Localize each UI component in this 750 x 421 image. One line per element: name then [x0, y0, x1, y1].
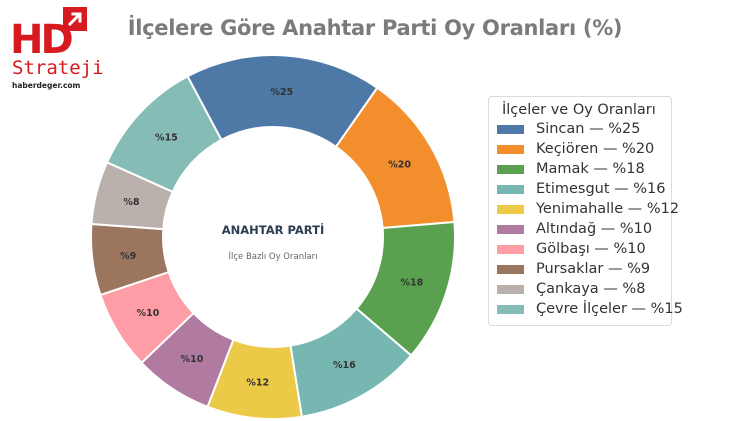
- logo-domain: haberdeger.com: [12, 81, 81, 90]
- legend-swatch: [497, 285, 524, 294]
- arrow-up-right-icon: [63, 7, 87, 31]
- legend: İlçeler ve Oy Oranları Sincan — %25 Keçiö…: [488, 96, 683, 326]
- legend-label: Çevre İlçeler — %15: [536, 301, 683, 317]
- legend-item: Altındağ — %10: [497, 219, 673, 239]
- legend-item: Çankaya — %8: [497, 279, 673, 299]
- legend-item: Mamak — %18: [497, 159, 673, 179]
- center-title: ANAHTAR PARTİ: [222, 222, 325, 237]
- legend-item: Sincan — %25: [497, 119, 673, 139]
- slice-label-1: %20: [388, 160, 411, 171]
- legend-label: Pursaklar — %9: [536, 261, 651, 277]
- legend-swatch: [497, 125, 524, 134]
- legend-item: Pursaklar — %9: [497, 259, 673, 279]
- chart-title: İlçelere Göre Anahtar Parti Oy Oranları …: [127, 16, 623, 40]
- legend-label: Mamak — %18: [536, 161, 645, 177]
- legend-item: Çevre İlçeler — %15: [497, 299, 683, 319]
- legend-swatch: [497, 205, 524, 214]
- legend-label: Yenimahalle — %12: [536, 201, 680, 217]
- legend-swatch: [497, 145, 524, 154]
- slice-label-8: %8: [123, 197, 140, 208]
- legend-item: Keçiören — %20: [497, 139, 673, 159]
- legend-label: Altındağ — %10: [536, 221, 653, 237]
- slice-label-9: %15: [155, 133, 178, 144]
- legend-label: Keçiören — %20: [536, 141, 655, 157]
- slice-label-5: %10: [181, 354, 204, 365]
- slice-label-6: %10: [137, 308, 160, 319]
- legend-swatch: [497, 225, 524, 234]
- slice-label-0: %25: [270, 87, 293, 98]
- slice-label-3: %16: [333, 360, 356, 371]
- legend-item: Etimesgut — %16: [497, 179, 673, 199]
- center-subtitle: İlçe Bazlı Oy Oranları: [228, 251, 317, 262]
- legend-label: Gölbaşı — %10: [536, 241, 646, 257]
- brand-logo: HD Strateji haberdeger.com: [8, 6, 104, 90]
- slice-label-7: %9: [120, 251, 136, 262]
- legend-item: Gölbaşı — %10: [497, 239, 673, 259]
- slice-label-4: %12: [246, 378, 269, 389]
- legend-swatch: [497, 305, 524, 314]
- legend-label: Çankaya — %8: [536, 281, 646, 297]
- legend-title: İlçeler ve Oy Oranları: [502, 102, 656, 118]
- legend-label: Sincan — %25: [536, 121, 641, 137]
- slice-label-2: %18: [401, 277, 424, 288]
- legend-swatch: [497, 165, 524, 174]
- logo-name: Strateji: [12, 57, 104, 79]
- legend-swatch: [497, 265, 524, 274]
- legend-item: Yenimahalle — %12: [497, 199, 679, 219]
- slice-9: [105, 74, 223, 194]
- legend-label: Etimesgut — %16: [536, 181, 666, 197]
- legend-swatch: [497, 185, 524, 194]
- legend-swatch: [497, 245, 524, 254]
